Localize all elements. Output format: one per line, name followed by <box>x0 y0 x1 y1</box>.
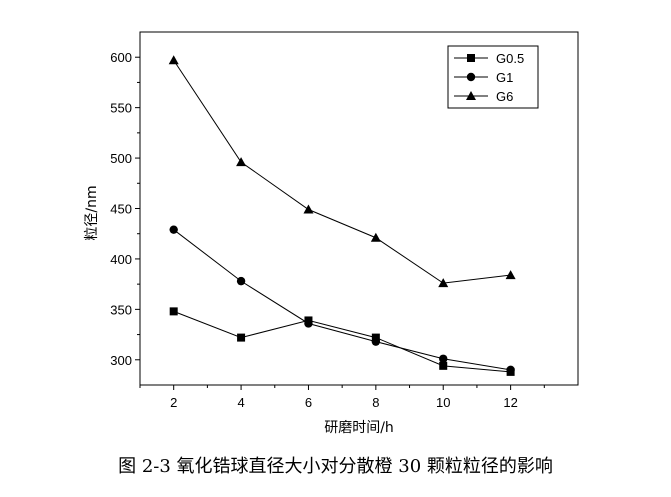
y-axis-title: 粒径/nm <box>84 185 100 240</box>
series-g6 <box>168 55 516 288</box>
data-point-g1 <box>506 365 515 375</box>
y-tick-label: 600 <box>110 50 132 65</box>
y-tick-label: 500 <box>110 151 132 166</box>
legend-marker <box>466 91 476 100</box>
legend-marker <box>467 54 475 62</box>
legend-item-g6: G6 <box>454 89 513 104</box>
data-point-g0-5 <box>169 307 178 316</box>
legend-marker <box>466 72 476 82</box>
y-tick-label: 300 <box>110 353 132 368</box>
legend-label: G0.5 <box>496 51 524 66</box>
data-point-g6 <box>438 278 449 288</box>
x-tick-label: 10 <box>436 395 450 410</box>
legend-label: G1 <box>496 70 513 85</box>
figure-caption: 图 2-3 氧化锆球直径大小对分散橙 30 颗粒粒径的影响 <box>118 456 553 477</box>
legend-item-g0-5: G0.5 <box>454 51 524 66</box>
series-layer <box>168 55 516 376</box>
data-point-g1 <box>304 319 313 328</box>
y-tick-label: 400 <box>110 252 132 267</box>
data-point-g6 <box>168 55 179 65</box>
data-point-g1 <box>439 354 448 363</box>
axes: 2 4 6 8 10 12 300 350 400 450 500 550 600 <box>110 31 579 410</box>
series-g1 <box>169 225 515 375</box>
data-point-g6 <box>236 157 247 167</box>
y-tick-label: 450 <box>110 202 132 217</box>
legend: G0.5 G1 G6 <box>447 45 539 109</box>
data-point-g6 <box>370 232 381 242</box>
series-line-g1 <box>173 229 511 371</box>
data-point-g1 <box>236 276 246 286</box>
y-tick-label: 550 <box>110 101 132 116</box>
data-point-g6 <box>505 270 516 280</box>
data-point-g0-5 <box>439 361 448 370</box>
x-tick-label: 4 <box>237 395 244 410</box>
x-tick-label: 12 <box>503 395 517 410</box>
y-tick-label: 350 <box>110 302 132 317</box>
legend-item-g1: G1 <box>454 70 513 85</box>
series-g0-5 <box>169 307 515 376</box>
x-tick-label: 6 <box>305 395 312 410</box>
legend-label: G6 <box>496 89 513 104</box>
data-point-g6 <box>303 204 314 214</box>
data-point-g1 <box>371 337 381 346</box>
series-line-g6 <box>173 59 511 284</box>
chart: 2 4 6 8 10 12 300 350 400 450 500 550 600 G0.5 G1 G6 研… <box>84 31 579 436</box>
x-tick-label: 2 <box>170 395 177 410</box>
x-tick-label: 8 <box>372 395 379 410</box>
data-point-g1 <box>169 225 178 234</box>
x-axis-title: 研磨时间/h <box>324 420 394 436</box>
data-point-g0-5 <box>237 333 246 342</box>
series-line-g0-5 <box>173 310 511 373</box>
